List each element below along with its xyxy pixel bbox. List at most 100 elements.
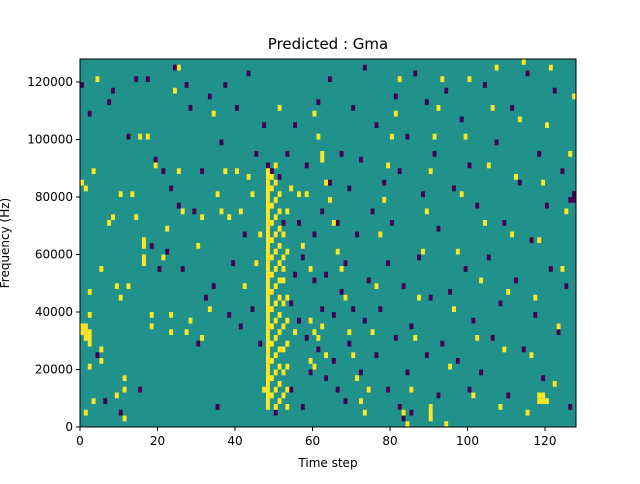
heatmap-cell-low: [467, 386, 472, 393]
heatmap-cell-high: [211, 110, 216, 117]
heatmap-cell-high: [502, 346, 507, 353]
heatmap-cell-high: [308, 266, 313, 272]
x-tick-label: 60: [305, 434, 320, 448]
heatmap-cell-high: [312, 329, 317, 336]
heatmap-cell-low: [386, 386, 391, 393]
heatmap-cell-high: [266, 346, 270, 353]
heatmap-cell-high: [459, 191, 464, 198]
heatmap-cell-low: [87, 110, 92, 117]
heatmap-cell-high: [273, 386, 278, 393]
heatmap-cell-low: [568, 197, 573, 203]
heatmap-cell-low: [289, 386, 294, 393]
heatmap-cell-high: [266, 312, 270, 318]
heatmap-cell-low: [498, 300, 503, 307]
heatmap-cell-high: [529, 352, 534, 359]
heatmap-cell-low: [393, 335, 398, 341]
heatmap-cell-high: [176, 64, 181, 71]
heatmap-cell-high: [281, 346, 286, 353]
heatmap-cell-high: [572, 93, 577, 100]
heatmap-cell-high: [176, 168, 181, 175]
heatmap-cell-high: [409, 386, 414, 393]
heatmap-cell-high: [285, 363, 290, 370]
heatmap-cell-high: [541, 398, 546, 405]
heatmap-cell-high: [494, 64, 499, 71]
heatmap-cell-high: [200, 214, 205, 221]
heatmap-cell-low: [436, 392, 441, 399]
heatmap-cell-high: [277, 105, 282, 111]
heatmap-cell-high: [118, 191, 123, 198]
heatmap-cell-low: [211, 283, 216, 290]
heatmap-cell-low: [397, 168, 402, 175]
heatmap-cell-high: [273, 283, 278, 290]
heatmap-cell-high: [273, 300, 278, 307]
heatmap-cell-low: [355, 231, 360, 238]
heatmap-cell-high: [548, 64, 553, 71]
x-tick-label: 0: [76, 434, 84, 448]
heatmap-cell-high: [374, 283, 379, 290]
heatmap-cell-low: [192, 208, 197, 215]
heatmap-cell-low: [246, 70, 251, 77]
heatmap-cell-low: [405, 369, 410, 376]
heatmap-cell-high: [355, 375, 360, 382]
heatmap-cell-high: [281, 369, 286, 376]
heatmap-cell-high: [223, 168, 228, 175]
heatmap-cell-high: [266, 363, 270, 370]
heatmap-cell-high: [269, 323, 274, 330]
heatmap-cell-high: [545, 398, 549, 405]
heatmap-cell-high: [266, 352, 270, 359]
heatmap-cell-high: [269, 392, 274, 399]
x-tick-label: 80: [382, 434, 397, 448]
heatmap-cell-high: [471, 392, 476, 399]
heatmap-cell-high: [382, 197, 387, 203]
heatmap-cell-high: [335, 248, 340, 255]
heatmap-cell-low: [440, 340, 445, 347]
heatmap-cell-low: [300, 254, 305, 261]
heatmap-cell-low: [304, 335, 309, 341]
heatmap-cell-high: [285, 404, 290, 410]
heatmap-cell-low: [502, 220, 507, 226]
heatmap-cell-low: [471, 317, 476, 324]
heatmap-cell-low: [285, 151, 290, 157]
heatmap-cell-low: [556, 329, 561, 336]
heatmap-cell-low: [401, 283, 406, 290]
heatmap-cell-high: [277, 277, 282, 284]
heatmap-cell-high: [479, 277, 484, 284]
heatmap-cell-low: [436, 225, 441, 232]
heatmap-cell-low: [397, 404, 402, 410]
heatmap-background: [80, 59, 576, 427]
heatmap-cell-high: [324, 179, 329, 186]
heatmap-cell-high: [331, 220, 336, 226]
heatmap-cell-high: [273, 404, 278, 410]
heatmap-cell-low: [161, 168, 166, 175]
heatmap-cell-high: [421, 248, 425, 255]
heatmap-cell-low: [424, 99, 429, 106]
heatmap-cell-high: [424, 208, 429, 215]
heatmap-cell-high: [227, 214, 232, 221]
heatmap-cell-low: [196, 340, 201, 347]
heatmap-cell-high: [91, 168, 96, 175]
heatmap-cell-high: [428, 404, 433, 410]
heatmap-cell-high: [486, 162, 491, 169]
heatmap-cell-high: [266, 191, 270, 198]
heatmap-cell-high: [219, 208, 224, 215]
heatmap-cell-low: [258, 340, 263, 347]
heatmap-cell-high: [347, 329, 352, 336]
heatmap-cell-high: [266, 404, 270, 410]
heatmap-cell-low: [393, 93, 398, 100]
heatmap-cell-low: [235, 105, 239, 111]
heatmap-cell-high: [428, 168, 433, 175]
heatmap-cell-high: [428, 415, 433, 422]
heatmap-cell-high: [266, 289, 270, 295]
heatmap-cell-low: [126, 133, 131, 140]
heatmap-cell-low: [421, 191, 425, 198]
heatmap-cell-high: [308, 358, 313, 364]
heatmap-cell-high: [362, 409, 367, 416]
heatmap-cell-high: [266, 381, 270, 387]
heatmap-cell-low: [525, 70, 530, 77]
heatmap-cell-low: [157, 266, 162, 272]
heatmap-cell-high: [273, 162, 278, 169]
heatmap-cell-high: [300, 243, 305, 249]
heatmap-cell-high: [207, 306, 212, 313]
heatmap-cell-high: [452, 306, 456, 313]
